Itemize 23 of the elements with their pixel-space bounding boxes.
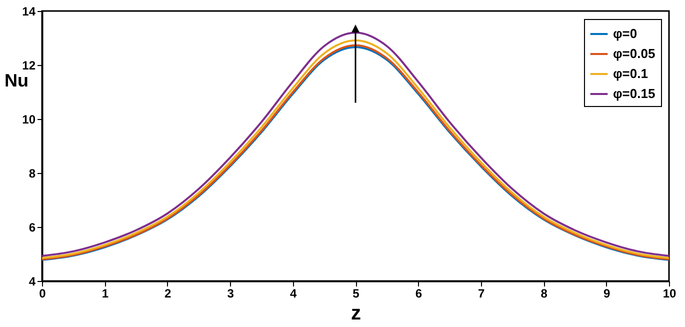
x-tick-label: 8 xyxy=(540,286,548,300)
x-tick-label: 10 xyxy=(662,286,676,300)
y-tick-label: 14 xyxy=(22,4,36,18)
y-tick-label: 8 xyxy=(28,166,36,180)
legend-label: φ=0.1 xyxy=(613,66,648,81)
x-tick-label: 4 xyxy=(290,286,297,300)
y-tick-label: 10 xyxy=(22,112,36,126)
x-tick-label: 9 xyxy=(603,286,610,300)
x-axis-title: z xyxy=(351,302,361,324)
legend-label: φ=0.05 xyxy=(613,46,656,61)
x-tick-label: 0 xyxy=(39,286,46,300)
y-tick-label: 12 xyxy=(22,58,36,72)
x-tick-label: 7 xyxy=(478,286,486,300)
x-tick-label: 3 xyxy=(227,286,234,300)
y-tick-label: 4 xyxy=(28,274,36,288)
legend-label: φ=0.15 xyxy=(613,86,656,101)
x-tick-label: 2 xyxy=(164,286,172,300)
legend-label: φ=0 xyxy=(613,26,638,41)
y-axis-title: Nu xyxy=(4,70,28,90)
x-tick-label: 1 xyxy=(102,286,109,300)
y-tick-label: 6 xyxy=(28,220,36,234)
x-tick-label: 5 xyxy=(352,286,360,300)
x-tick-label: 6 xyxy=(415,286,422,300)
